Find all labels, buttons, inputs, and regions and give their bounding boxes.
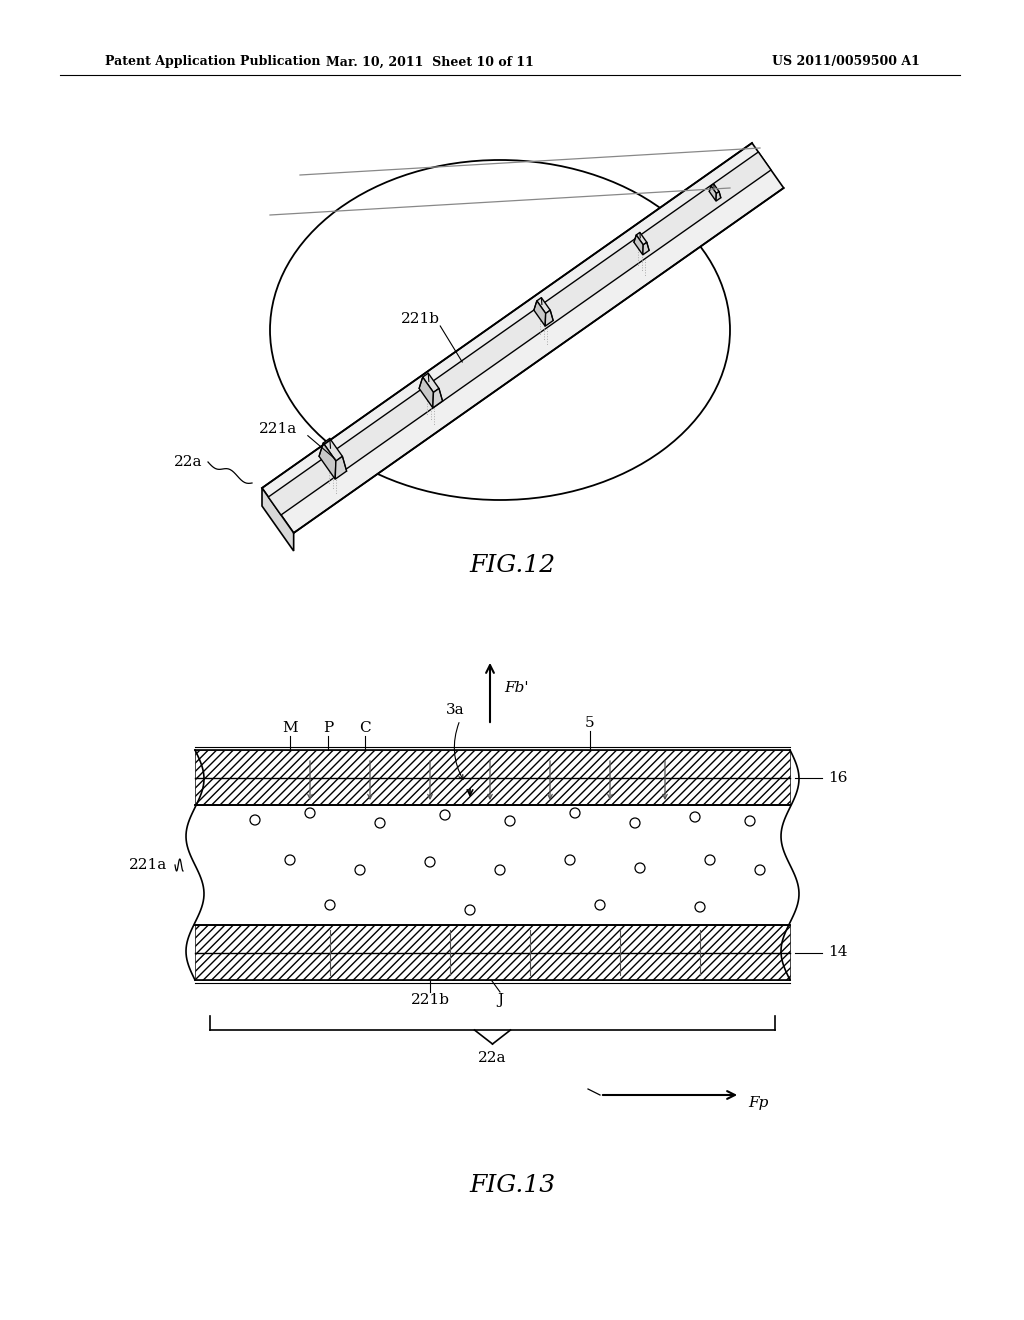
Text: FIG.13: FIG.13 <box>469 1173 555 1196</box>
Circle shape <box>705 855 715 865</box>
Text: 221a: 221a <box>129 858 167 873</box>
Text: 22a: 22a <box>478 1051 507 1065</box>
Circle shape <box>305 808 315 818</box>
Text: 16: 16 <box>828 771 848 784</box>
Polygon shape <box>319 444 336 479</box>
Polygon shape <box>195 750 790 777</box>
Polygon shape <box>636 232 647 244</box>
Polygon shape <box>195 777 790 805</box>
Circle shape <box>505 816 515 826</box>
Polygon shape <box>716 191 721 201</box>
Text: 3a: 3a <box>445 704 464 717</box>
Circle shape <box>630 818 640 828</box>
Circle shape <box>425 857 435 867</box>
Circle shape <box>325 900 335 909</box>
Text: 221b: 221b <box>400 312 439 326</box>
Text: US 2011/0059500 A1: US 2011/0059500 A1 <box>772 55 920 69</box>
Text: Fp: Fp <box>748 1096 768 1110</box>
Circle shape <box>355 865 365 875</box>
Polygon shape <box>183 805 802 925</box>
Polygon shape <box>433 388 442 408</box>
Circle shape <box>690 812 700 822</box>
Polygon shape <box>419 378 433 408</box>
Polygon shape <box>643 243 649 255</box>
Text: 221a: 221a <box>259 421 297 436</box>
Circle shape <box>565 855 575 865</box>
Text: C: C <box>359 721 371 735</box>
Text: Mar. 10, 2011  Sheet 10 of 11: Mar. 10, 2011 Sheet 10 of 11 <box>326 55 534 69</box>
Polygon shape <box>262 488 294 550</box>
Text: 14: 14 <box>828 945 848 960</box>
Circle shape <box>440 810 450 820</box>
Polygon shape <box>537 297 550 313</box>
Polygon shape <box>711 183 719 194</box>
Text: 221b: 221b <box>411 993 450 1007</box>
Ellipse shape <box>270 160 730 500</box>
Text: P: P <box>323 721 333 735</box>
Text: Fb': Fb' <box>504 681 528 696</box>
Text: 22a: 22a <box>174 455 203 469</box>
Circle shape <box>465 906 475 915</box>
Text: J: J <box>497 993 503 1007</box>
Polygon shape <box>534 301 546 326</box>
Polygon shape <box>710 186 717 201</box>
Text: Patent Application Publication: Patent Application Publication <box>105 55 321 69</box>
Polygon shape <box>324 438 342 461</box>
Polygon shape <box>545 310 553 326</box>
Circle shape <box>285 855 295 865</box>
Circle shape <box>495 865 505 875</box>
Text: 5: 5 <box>585 715 595 730</box>
Text: M: M <box>283 721 298 735</box>
Circle shape <box>755 865 765 875</box>
Circle shape <box>695 902 705 912</box>
Polygon shape <box>195 953 790 979</box>
Polygon shape <box>423 374 439 392</box>
Circle shape <box>595 900 605 909</box>
Circle shape <box>570 808 580 818</box>
Circle shape <box>250 814 260 825</box>
Circle shape <box>375 818 385 828</box>
Polygon shape <box>634 235 643 255</box>
Text: FIG.12: FIG.12 <box>469 553 555 577</box>
Polygon shape <box>268 152 771 515</box>
Polygon shape <box>335 457 346 479</box>
Polygon shape <box>262 143 783 533</box>
Circle shape <box>635 863 645 873</box>
Polygon shape <box>195 925 790 953</box>
Circle shape <box>745 816 755 826</box>
